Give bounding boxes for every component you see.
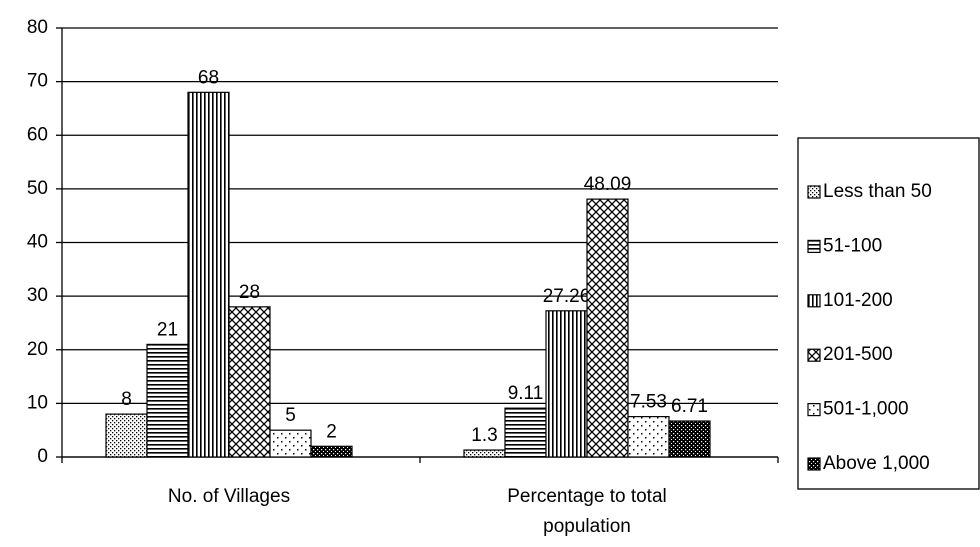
y-tick-label: 10: [27, 392, 48, 413]
data-label: 68: [198, 67, 219, 88]
bar: [269, 429, 312, 458]
bar: [146, 343, 189, 458]
y-tick-label: 20: [27, 339, 48, 360]
bar: [105, 413, 148, 458]
legend-swatch: [807, 403, 821, 417]
data-label: 48.09: [584, 174, 632, 195]
legend-label: Above 1,000: [823, 453, 930, 474]
data-label: 28: [239, 282, 260, 303]
data-label: 1.3: [471, 425, 497, 446]
data-label: 8: [121, 389, 132, 410]
data-label: 5: [285, 405, 296, 426]
bar: [187, 91, 230, 458]
data-label: 7.53: [630, 392, 667, 413]
legend-label: Less than 50: [823, 181, 932, 202]
legend-box: [797, 137, 980, 490]
legend-swatch: [807, 457, 821, 471]
bar: [463, 449, 506, 458]
bar: [586, 198, 629, 458]
data-label: 21: [157, 319, 178, 340]
data-label: 6.71: [671, 396, 708, 417]
legend-label: 501-1,000: [823, 399, 909, 420]
legend-swatch: [807, 185, 821, 199]
legend-swatch: [807, 294, 821, 308]
y-tick-label: 0: [37, 446, 48, 467]
bar: [627, 416, 670, 458]
bar: [545, 310, 588, 458]
y-tick-label: 60: [27, 124, 48, 145]
data-label: 9.11: [508, 383, 544, 404]
y-tick-label: 70: [27, 71, 48, 92]
legend-label: 51-100: [823, 235, 882, 256]
legend-label: 101-200: [823, 290, 893, 311]
x-tick-label: Percentage to total population: [507, 486, 667, 537]
y-tick-label: 30: [27, 285, 48, 306]
legend-label: 201-500: [823, 344, 893, 365]
data-label: 27.26: [543, 286, 591, 307]
bar: [310, 445, 353, 458]
legend-swatch: [807, 348, 821, 362]
x-tick-label: No. of Villages: [168, 486, 290, 507]
legend-swatch: [807, 239, 821, 253]
bar: [504, 407, 547, 458]
y-tick-label: 50: [27, 178, 48, 199]
bar: [228, 306, 271, 458]
bar: [668, 420, 711, 458]
data-label: 2: [326, 421, 337, 442]
y-tick-label: 80: [27, 17, 48, 38]
y-tick-label: 40: [27, 232, 48, 253]
